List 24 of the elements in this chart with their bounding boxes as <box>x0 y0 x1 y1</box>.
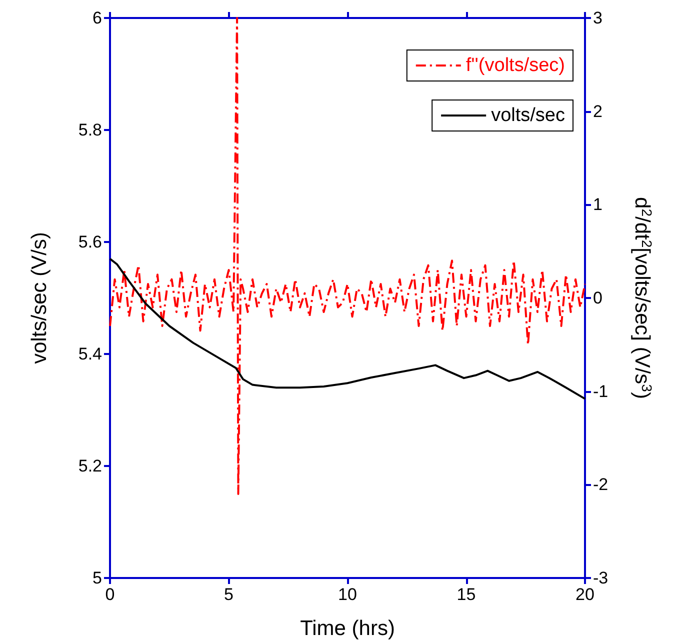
y-axis-title: volts/sec (V/s) <box>28 232 51 364</box>
y2-tick-label: 1 <box>593 195 602 214</box>
y-tick-label: 5.4 <box>78 344 102 364</box>
y2-tick-label: 3 <box>593 8 602 28</box>
y2-tick-label: 0 <box>593 288 602 308</box>
x-tick-label: 5 <box>224 585 234 604</box>
y-tick-label: 5 <box>92 568 102 588</box>
line-series <box>109 258 586 400</box>
y2-tick-label: -2 <box>593 475 608 494</box>
y-tick-label: 5.8 <box>78 120 102 140</box>
x-tick-label: 10 <box>338 585 357 604</box>
x-tick-label: 20 <box>576 585 594 604</box>
y-tick-label: 5.6 <box>78 232 102 252</box>
y2-tick-label: 2 <box>593 102 602 121</box>
y2-tick-label: -1 <box>593 382 608 401</box>
y-tick-label: 5.2 <box>78 456 102 476</box>
y-tick-label: 6 <box>92 8 102 28</box>
y2-axis-title: d2/dt2[volts/sec] (V/s3) <box>630 197 655 399</box>
legend-label: volts/sec <box>491 105 566 126</box>
x-axis-title: Time (hrs) <box>300 617 395 640</box>
x-tick-label: 15 <box>456 585 476 604</box>
y2-tick-label: -3 <box>593 568 608 588</box>
x-tick-label: 0 <box>105 585 115 604</box>
legend-label: f''(volts/sec) <box>466 55 566 76</box>
